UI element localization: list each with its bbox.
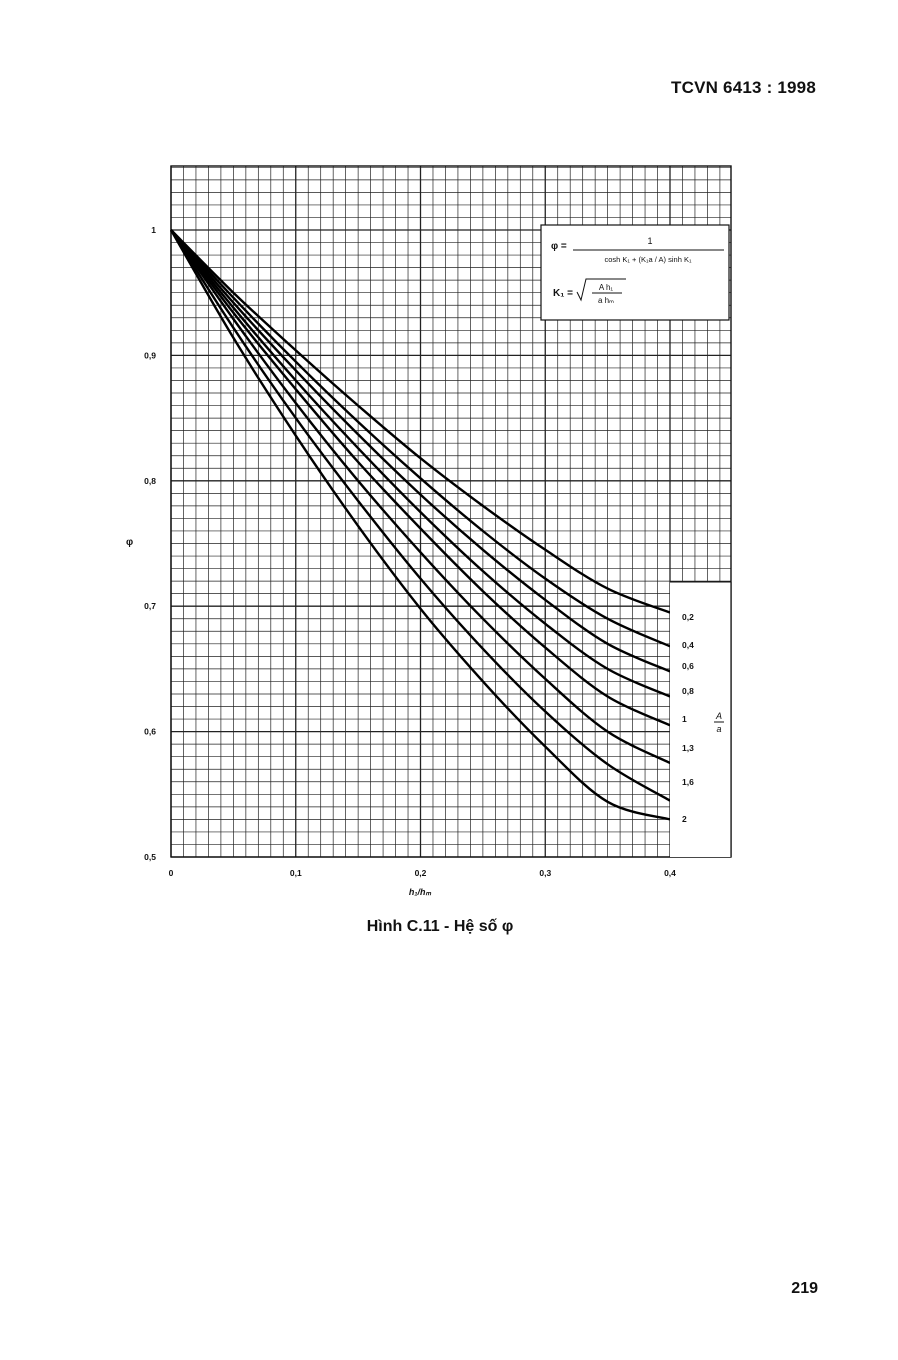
x-tick-label: 0 [169,868,174,878]
document-code: TCVN 6413 : 1998 [671,78,816,97]
legend-entry-label: 0,2 [682,612,694,622]
chart-ticks: 0 0,1 0,2 0,3 0,4 0,5 0,6 0,7 0,8 0,9 1 [144,225,676,878]
legend-entry-label: 0,8 [682,686,694,696]
series-line-2 [169,229,671,821]
phi-formula-denominator: cosh K₁ + (K₁a / A) sinh K₁ [604,255,691,264]
x-tick-label: 0,3 [539,868,551,878]
k1-formula-denominator: a hₘ [598,296,614,305]
k1-formula-numerator: A h₁ [599,283,614,292]
y-tick-label: 0,8 [144,476,156,486]
legend-entry-label: 0,4 [682,640,694,650]
legend-title-numerator: A [715,711,722,721]
legend-entry-label: 2 [682,814,687,824]
x-tick-label: 0,1 [290,868,302,878]
series-line-1-6 [169,229,671,802]
legend-entry-label: 1,6 [682,777,694,787]
plot-frame [170,165,732,858]
phi-formula-numerator: 1 [647,236,652,246]
phi-formula-lhs: φ = [551,241,567,252]
series-line-0-6 [170,229,671,673]
x-tick-label: 0,4 [664,868,676,878]
series-line-1 [170,229,671,727]
x-tick-label: 0,2 [415,868,427,878]
legend: 0,2 0,4 0,6 0,8 1 1,3 1,6 2 A a [670,581,732,857]
figure-caption: Hình C.11 - Hệ số φ [366,918,514,935]
legend-title-denominator: a [716,724,721,734]
y-tick-label: 0,9 [144,350,156,360]
series-line-0-2 [170,229,671,614]
legend-entry-label: 1,3 [682,743,694,753]
k1-formula-lhs: K₁ = [553,288,573,299]
x-axis-label: h₁/hₘ [409,887,432,897]
legend-entry-label: 1 [682,714,687,724]
series-line-0-4 [170,229,671,648]
chart-series [169,229,671,821]
series-line-1-3 [170,229,671,765]
series-line-0-8 [170,229,671,698]
y-tick-label: 1 [151,225,156,235]
page-number: 219 [791,1280,818,1297]
legend-entry-label: 0,6 [682,661,694,671]
y-tick-label: 0,7 [144,601,156,611]
y-tick-label: 0,6 [144,727,156,737]
y-tick-label: 0,5 [144,852,156,862]
legend-labels: 0,2 0,4 0,6 0,8 1 1,3 1,6 2 [682,612,694,824]
formula-box: φ = 1 cosh K₁ + (K₁a / A) sinh K₁ K₁ = A… [540,224,730,321]
y-axis-label: φ [126,537,133,548]
